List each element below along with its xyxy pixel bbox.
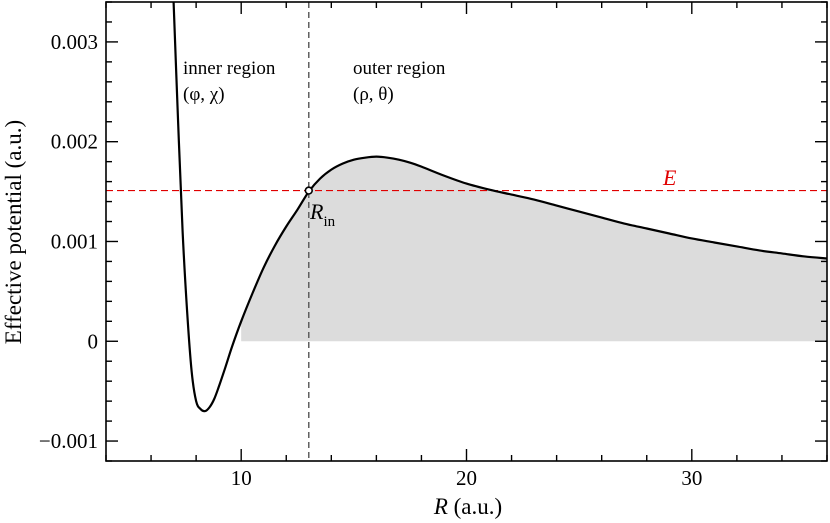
- axis-ticks: [105, 1, 828, 462]
- outer-region-label-line1: outer region: [353, 58, 446, 79]
- energy-label: E: [662, 165, 677, 190]
- inner-region-label-line2: (φ, χ): [183, 84, 225, 105]
- y-tick-label: 0.001: [51, 229, 98, 253]
- y-tick-label: −0.001: [39, 429, 98, 453]
- y-tick-label: 0: [88, 329, 99, 353]
- x-axis-title-unit: (a.u.): [448, 494, 502, 519]
- axis-tick-labels: 10 20 30 −0.001 0 0.001 0.002 0.003: [39, 30, 702, 490]
- outer-region-label-line2: (ρ, θ): [353, 84, 394, 105]
- y-tick-label: 0.003: [51, 30, 98, 54]
- y-tick-label: 0.002: [51, 130, 98, 154]
- r-in-label-subscript: in: [323, 214, 335, 230]
- x-tick-label: 30: [681, 466, 702, 490]
- inner-region-label-line1: inner region: [183, 58, 276, 79]
- r-in-intersection-point: [304, 186, 313, 195]
- x-tick-label: 20: [456, 466, 477, 490]
- shaded-classically-allowed-region: [241, 156, 827, 342]
- effective-potential-curve: [172, 2, 827, 413]
- x-tick-label: 10: [231, 466, 252, 490]
- r-in-label: Rin: [309, 199, 336, 230]
- x-axis-title: R (a.u.): [433, 494, 502, 519]
- r-in-label-symbol: R: [309, 199, 324, 224]
- x-axis-title-symbol: R: [433, 494, 448, 519]
- y-axis-title: Effective potential (a.u.): [1, 120, 26, 344]
